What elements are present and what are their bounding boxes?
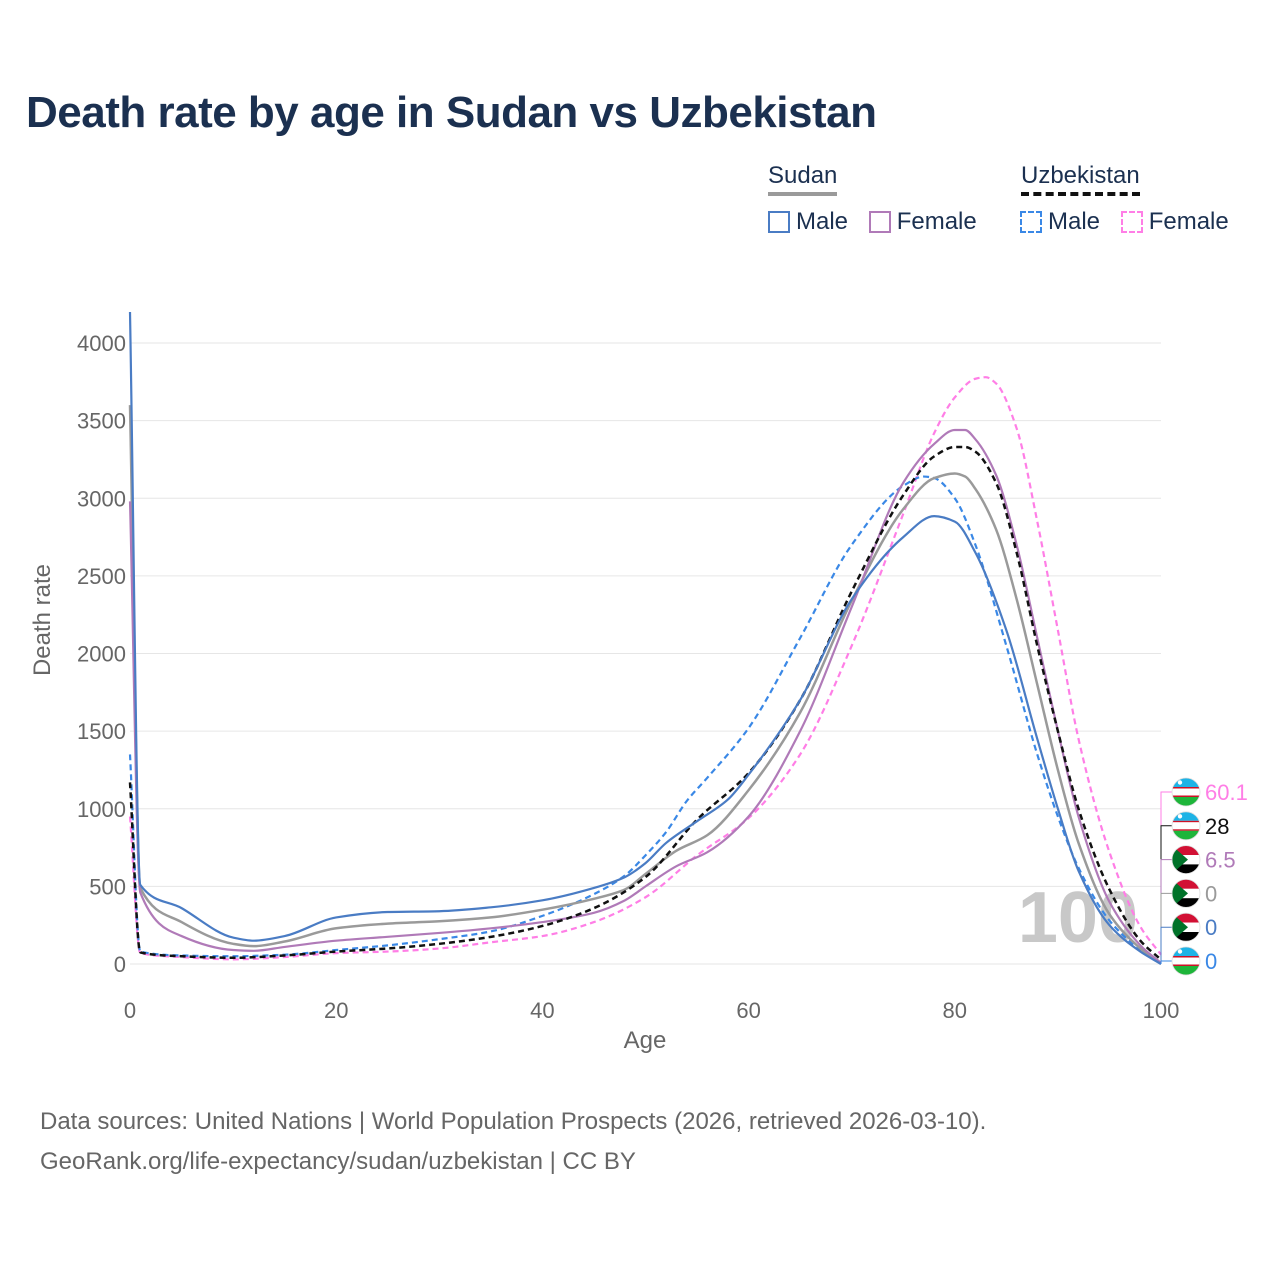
series-line-sudan-female[interactable] [128,428,1162,964]
legend-sudan-label: Sudan [768,162,838,196]
legend-uzbekistan: Uzbekistan Male Female [1020,162,1229,236]
y-tick-label: 0 [114,952,126,977]
legend-uzbekistan-female-label: Female [1148,208,1229,235]
end-label-uzbekistan-female: 60.1 [1205,780,1248,805]
sudan-flag-icon [1171,845,1201,874]
axes: 0 500 1000 1500 2000 2500 3000 3500 4000 0 20 40 60 8… [77,331,1179,1023]
footer-source: Data sources: United Nations | World Pop… [40,1108,987,1135]
end-label-connector [1160,960,1172,964]
sudan-flag-icon [1171,912,1201,942]
series-line-sudan-total[interactable] [128,405,1162,965]
x-tick-label: 60 [736,998,760,1023]
legend-swatch-uzbekistan-male [1020,211,1042,233]
y-tick-label: 2500 [77,564,126,589]
y-tick-label: 4000 [77,331,126,356]
end-labels: 60.1 28 6.5 0 0 0 [1160,777,1248,976]
sudan-flag-icon [1171,879,1201,908]
x-axis-title: Age [624,1027,667,1054]
x-tick-label: 80 [943,998,967,1023]
legend-uzbekistan-male[interactable]: Male [1020,208,1100,236]
end-label-connector [1160,791,1172,955]
end-label-connector [1160,825,1172,960]
end-label-uzbekistan-male: 0 [1205,949,1217,974]
y-tick-label: 2000 [77,642,126,667]
series-line-uzbekistan-total[interactable] [128,445,1162,961]
y-tick-label: 3500 [77,409,126,434]
end-label-sudan-female: 6.5 [1205,848,1236,873]
legend-sudan-female-label: Female [896,208,977,235]
end-label-sudan-total: 0 [1205,881,1217,906]
x-tick-label: 100 [1143,998,1180,1023]
grid-lines [130,342,1161,965]
x-tick-label: 20 [324,998,348,1023]
series-line-sudan-male[interactable] [128,311,1162,965]
legend-swatch-uzbekistan-female [1120,211,1143,233]
y-axis-title: Death rate [29,564,56,676]
y-tick-label: 500 [89,874,126,899]
series-line-uzbekistan-female[interactable] [128,376,1162,961]
uzbekistan-flag-icon [1171,777,1201,807]
end-label-connector [1160,926,1172,964]
end-label-connector [1160,859,1172,963]
y-tick-label: 3000 [77,486,126,511]
end-label-connector [1160,892,1172,964]
y-tick-label: 1000 [77,797,126,822]
legend-sudan-male-label: Male [796,208,849,235]
y-tick-label: 1500 [77,719,126,744]
legend-uzbekistan-label: Uzbekistan [1021,162,1140,196]
legend-sudan: Sudan Male Female [768,162,991,236]
legend-uzbekistan-female[interactable]: Female [1120,208,1229,236]
series-lines [128,311,1162,965]
uzbekistan-flag-icon [1171,946,1201,976]
legend-uzbekistan-male-label: Male [1048,208,1101,235]
end-label-sudan-male: 0 [1205,915,1217,940]
uzbekistan-flag-icon [1171,811,1201,841]
legend-sudan-female[interactable]: Female [868,208,977,236]
x-tick-label: 40 [530,998,554,1023]
legend-sudan-male[interactable]: Male [768,208,848,236]
end-label-uzbekistan-total: 28 [1205,814,1229,839]
x-tick-label: 0 [124,998,136,1023]
series-line-uzbekistan-male[interactable] [128,475,1162,965]
legend-swatch-sudan-female [868,211,891,233]
chart-title: Death rate by age in Sudan vs Uzbekistan [26,88,877,137]
footer-url[interactable]: GeoRank.org/life-expectancy/sudan/uzbeki… [40,1148,636,1175]
legend-swatch-sudan-male [768,211,790,233]
